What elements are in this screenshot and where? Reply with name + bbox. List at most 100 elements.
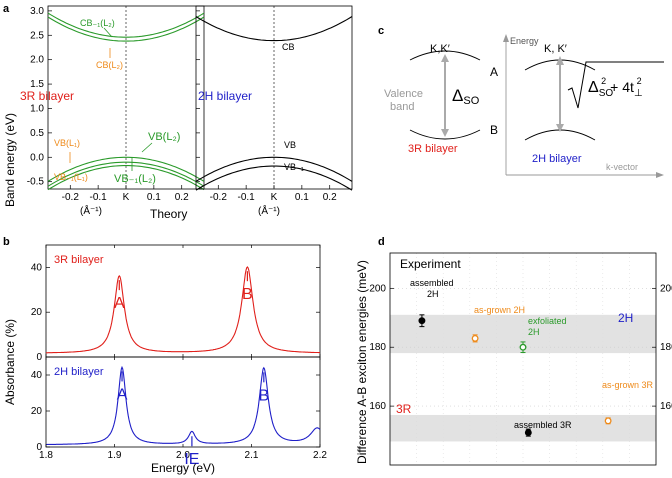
c-3r-kk: K,K′: [430, 43, 450, 55]
a-3r-label-cb: CB(L₂): [96, 60, 123, 70]
a-xtick-label: K: [271, 192, 278, 203]
b-xlabel: Energy (eV): [151, 461, 215, 475]
band-VB(L₁): [47, 161, 205, 187]
c-3r-label: 3R bilayer: [408, 143, 458, 155]
b-peak-label-B: B: [242, 286, 253, 303]
c-sqrt-expr: ΔSO2 + 4t⊥2: [588, 76, 643, 99]
b-ytick-label: 0: [36, 442, 42, 453]
absorbance-curve: [46, 266, 320, 354]
band-VB: [195, 156, 353, 182]
a-ytick-label: 2.5: [30, 30, 44, 41]
panel-label-c: c: [378, 25, 384, 37]
a-xtick-label: -0.2: [62, 192, 80, 203]
b-ytick-label: 20: [31, 406, 43, 417]
a-3r-title: 3R bilayer: [20, 89, 74, 103]
c-energy-label: Energy: [510, 36, 539, 46]
panel-b: Absorbance (%) 0 20 40 A B 1.8 1.9 2.0 2.1 2.2 0 2…: [3, 244, 327, 475]
a-2h-xunit: (Å⁻¹): [258, 204, 280, 217]
a-2h-label-vb: VB: [284, 140, 296, 150]
panel-d: Difference A-B exciton energies (meV) 20…: [355, 252, 672, 466]
b-xtick-label: 1.9: [108, 450, 122, 461]
c-2h-label: 2H bilayer: [532, 153, 582, 165]
a-ytick-label: 0.0: [30, 152, 44, 163]
panel-a: Band energy (eV) 3.0 2.5 2.0 1.5 1.0 0.5 0.0 -0…: [3, 5, 353, 221]
band-VB₋₁: [195, 165, 353, 191]
c-band: band: [390, 101, 414, 113]
c-sqrt-sign: [567, 61, 664, 109]
a-ylabel: Band energy (eV): [3, 113, 17, 207]
d-label-exfoliated: exfoliated: [528, 316, 567, 326]
a-xtick-label: 0.2: [323, 192, 337, 203]
d-ytick-label: 160: [369, 401, 386, 412]
d-ytick-label-right: 200: [660, 283, 672, 294]
a-2h-bands: [195, 16, 353, 191]
a-xtick-label: 0.1: [147, 192, 161, 203]
a-3r-label-vb-l1: VB(L₁): [54, 138, 80, 148]
b-3r-title: 3R bilayer: [54, 254, 104, 266]
band-CB: [195, 16, 353, 42]
b-2h-title: 2H bilayer: [54, 366, 104, 378]
a-xtick-label: 0.1: [295, 192, 309, 203]
c-3r-cb-curve: [409, 50, 481, 61]
d-label-assembled: assembled: [410, 278, 454, 288]
a-3r-yticks: 3.0 2.5 2.0 1.5 1.0 0.5 0.0 -0.5: [27, 6, 200, 188]
absorbance-curve: [46, 365, 321, 446]
b-ytick-label: 20: [31, 307, 43, 318]
a-ytick-label: 3.0: [30, 6, 44, 17]
d-title: Experiment: [400, 257, 461, 271]
a-xtick-label: -0.2: [210, 192, 228, 203]
a-xtick-label: -0.1: [238, 192, 256, 203]
b-peak-label-A: A: [117, 386, 128, 403]
a-3r-xunit: (Å⁻¹): [80, 204, 102, 217]
b-3r-plot: 0 20 40 A B: [31, 245, 321, 363]
d-label-assembled-3r: assembled 3R: [514, 420, 572, 430]
d-frame: [389, 252, 657, 466]
a-ytick-label: 1.5: [30, 79, 44, 90]
a-3r-label-cb-1: CB₋₁(L₂): [80, 18, 115, 28]
panel-c: K,K′ Valence band ΔSO 3R bilayer Energy …: [384, 34, 664, 178]
b-ytick-label: 0: [36, 352, 42, 363]
a-2h-label-vb-1: VB₋₁: [284, 162, 304, 172]
band-CB₋₁(L₂): [47, 12, 205, 38]
band-VB(L₂): [47, 156, 205, 182]
c-B: B: [490, 123, 498, 137]
b-xtick-label: 2.1: [245, 450, 259, 461]
d-band-3r: 3R: [396, 402, 412, 416]
a-3r-arrow-cb-1: [103, 27, 113, 38]
panel-label-a: a: [3, 3, 10, 15]
a-theory-label: Theory: [150, 207, 187, 221]
b-ytick-label: 40: [31, 262, 43, 273]
d-point: [471, 334, 479, 342]
a-3r-arrow-vb-l2: [141, 142, 153, 153]
c-A: A: [490, 65, 498, 79]
a-3r-label-vb-l2: VB(L₂): [148, 131, 180, 143]
a-2h-xticks: -0.2 -0.1 K 0.1 0.2: [210, 185, 337, 203]
a-xtick-label: 0.2: [175, 192, 189, 203]
b-peak-label-A: A: [114, 295, 125, 312]
d-label-assembled-2h: 2H: [427, 289, 439, 299]
band-VB₋₁(L₁): [47, 165, 205, 191]
d-plot: 200 200 180 180 160 160: [369, 253, 672, 465]
d-band-2h: 2H: [618, 311, 633, 325]
d-ytick-label-right: 180: [660, 342, 672, 353]
d-label-asgrown-3r: as-grown 3R: [602, 380, 654, 390]
b-ylabel: Absorbance (%): [3, 319, 17, 405]
band-CB(L₂): [47, 16, 205, 42]
a-2h-label-cb: CB: [282, 42, 295, 52]
d-ytick-label-right: 160: [660, 401, 672, 412]
b-peak-label-B: B: [258, 387, 269, 404]
a-ytick-label: 2.0: [30, 55, 44, 66]
a-3r-label-vb-1-l1: VB₋₁(L₁): [54, 172, 88, 182]
b-ytick-label: 40: [31, 370, 43, 381]
c-valence: Valence: [384, 88, 423, 100]
a-ytick-label: 0.5: [30, 128, 44, 139]
b-peak-label-IE: IE: [184, 451, 199, 468]
b-xtick-label: 2.2: [313, 450, 327, 461]
a-3r-xticks: -0.2 -0.1 K 0.1 0.2: [62, 185, 189, 203]
d-point: [524, 429, 532, 437]
d-point: [418, 317, 426, 325]
a-2h-title: 2H bilayer: [198, 89, 252, 103]
panel-label-d: d: [378, 236, 385, 248]
d-label-exfoliated-2h: 2H: [528, 327, 540, 337]
a-ytick-label: 1.0: [30, 103, 44, 114]
